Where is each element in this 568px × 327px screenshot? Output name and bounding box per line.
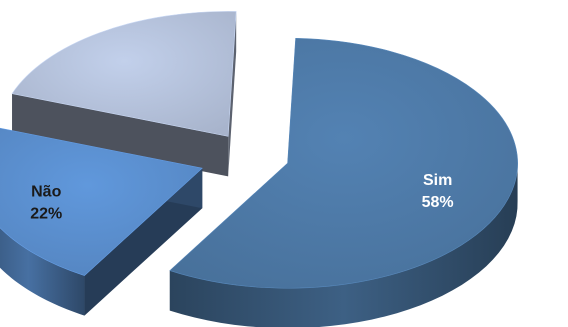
slice-top xyxy=(11,11,237,137)
slice-sim xyxy=(169,37,518,327)
slice-top xyxy=(0,127,203,276)
slice-outer-side xyxy=(0,227,85,316)
slice-outer-side xyxy=(169,161,518,327)
slice-percent-label: 58% xyxy=(422,194,454,211)
slice-top xyxy=(169,37,518,289)
slice-category-label: Não xyxy=(31,183,61,200)
slice-category-label: Sim xyxy=(423,172,452,189)
pie-slices xyxy=(0,11,518,327)
slice-n-o-respondeu xyxy=(11,11,237,177)
slice-side-wall xyxy=(84,168,203,316)
slice-side-wall xyxy=(12,93,229,177)
slice-percent-label: 22% xyxy=(30,205,62,222)
slice-n-o xyxy=(0,127,203,316)
slice-side-wall xyxy=(228,11,237,177)
